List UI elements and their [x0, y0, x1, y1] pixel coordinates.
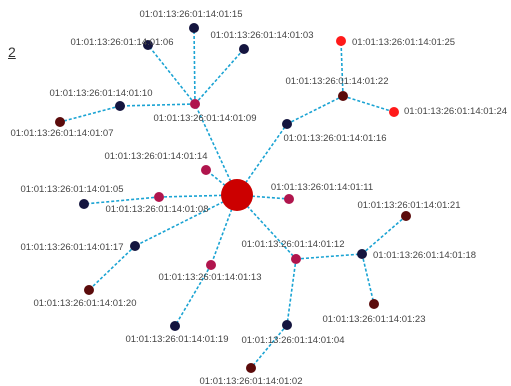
edge-n09-n03	[194, 48, 245, 105]
node-label-n14: 01:01:13:26:01:14:01:14	[104, 151, 207, 162]
graph-node-n14[interactable]	[201, 165, 211, 175]
node-label-n13: 01:01:13:26:01:14:01:13	[158, 272, 261, 283]
graph-node-n03[interactable]	[239, 44, 249, 54]
graph-node-n05[interactable]	[79, 199, 89, 209]
node-label-n07: 01:01:13:26:01:14:01:07	[10, 128, 113, 139]
graph-node-n24[interactable]	[389, 107, 399, 117]
edge-n09-n06	[147, 44, 196, 105]
node-label-n24: 01:01:13:26:01:14:01:24	[404, 106, 507, 117]
node-label-n12: 01:01:13:26:01:14:01:12	[241, 239, 344, 250]
graph-node-n15[interactable]	[189, 23, 199, 33]
edge-hub-n16	[236, 123, 288, 196]
edge-n16-n22	[286, 95, 344, 125]
node-label-n16: 01:01:13:26:01:14:01:16	[283, 133, 386, 144]
node-label-n15: 01:01:13:26:01:14:01:15	[139, 9, 242, 20]
node-label-n19: 01:01:13:26:01:14:01:19	[125, 334, 228, 345]
graph-node-n18[interactable]	[357, 249, 367, 259]
edge-n08-n05	[83, 196, 160, 205]
edge-n22-n24	[342, 95, 395, 113]
node-label-n23: 01:01:13:26:01:14:01:23	[322, 314, 425, 325]
node-label-n11: 01:01:13:26:01:14:01:11	[271, 182, 373, 193]
edge-hub-n17	[134, 194, 238, 247]
edge-n12-n04	[286, 258, 297, 326]
node-label-n20: 01:01:13:26:01:14:01:20	[33, 298, 136, 309]
node-label-n18: 01:01:13:26:01:14:01:18	[373, 250, 476, 261]
graph-node-n23[interactable]	[369, 299, 379, 309]
page-indicator[interactable]: 2	[8, 44, 16, 60]
hub-node[interactable]	[221, 179, 253, 211]
edge-hub-n09	[194, 103, 238, 196]
edge-n18-n21	[361, 215, 407, 255]
node-label-n03: 01:01:13:26:01:14:01:03	[210, 30, 313, 41]
edge-n09-n15	[193, 27, 196, 105]
edge-hub-n08	[158, 194, 238, 198]
node-label-n05: 01:01:13:26:01:14:01:05	[20, 184, 123, 195]
node-label-n10: 01:01:13:26:01:14:01:10	[49, 88, 152, 99]
edge-n09-n10	[119, 103, 196, 107]
node-label-n08: 01:01:13:26:01:14:01:08	[105, 204, 208, 215]
graph-node-n13[interactable]	[206, 260, 216, 270]
graph-node-n16[interactable]	[282, 119, 292, 129]
graph-node-n07[interactable]	[55, 117, 65, 127]
graph-node-n04[interactable]	[282, 320, 292, 330]
edge-n10-n07	[59, 105, 121, 123]
node-label-n22: 01:01:13:26:01:14:01:22	[285, 76, 388, 87]
edge-n18-n23	[361, 253, 375, 305]
node-label-n02: 01:01:13:26:01:14:01:02	[199, 376, 302, 386]
node-label-n04: 01:01:13:26:01:14:01:04	[241, 335, 344, 346]
graph-node-n10[interactable]	[115, 101, 125, 111]
graph-node-n19[interactable]	[170, 321, 180, 331]
node-label-n25: 01:01:13:26:01:14:01:25	[352, 37, 455, 48]
node-label-n06: 01:01:13:26:01:14:01:06	[70, 37, 173, 48]
edge-n12-n18	[295, 253, 363, 260]
graph-node-n09[interactable]	[190, 99, 200, 109]
edge-hub-n11	[236, 194, 290, 200]
edge-n22-n25	[340, 40, 344, 97]
graph-node-n20[interactable]	[84, 285, 94, 295]
graph-node-n02[interactable]	[246, 363, 256, 373]
graph-node-n25[interactable]	[336, 36, 346, 46]
node-label-n17: 01:01:13:26:01:14:01:17	[20, 242, 123, 253]
graph-node-n08[interactable]	[154, 192, 164, 202]
edge-n13-n19	[174, 264, 212, 327]
edge-n04-n02	[250, 324, 288, 369]
graph-node-n11[interactable]	[284, 194, 294, 204]
labels-layer: 01:01:13:26:01:14:01:09 01:01:13:26:01:14…	[10, 9, 507, 386]
graph-node-n21[interactable]	[401, 211, 411, 221]
node-label-n09: 01:01:13:26:01:14:01:09	[153, 113, 256, 124]
graph-node-n22[interactable]	[338, 91, 348, 101]
nodes-layer	[55, 23, 411, 373]
edge-hub-n12	[236, 194, 297, 260]
edge-n17-n20	[88, 245, 136, 291]
graph-node-n12[interactable]	[291, 254, 301, 264]
graph-node-n17[interactable]	[130, 241, 140, 251]
graph-node-n06[interactable]	[143, 40, 153, 50]
node-label-n21: 01:01:13:26:01:14:01:21	[357, 200, 460, 211]
